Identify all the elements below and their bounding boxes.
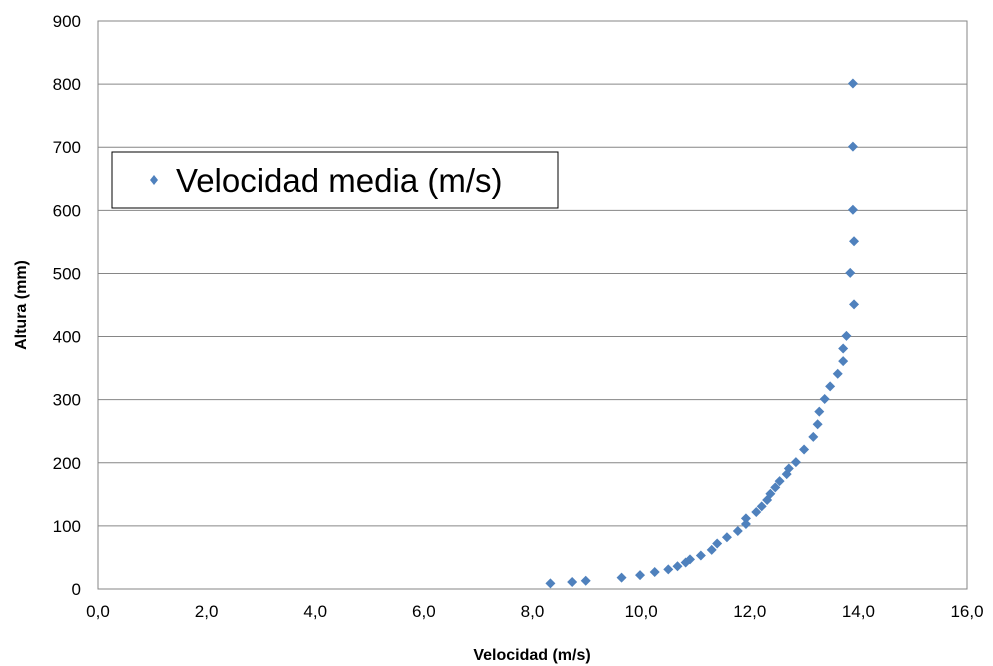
data-point	[567, 577, 578, 588]
plot-area-frame	[97, 20, 968, 590]
y-tick-label: 500	[53, 264, 81, 283]
data-point	[721, 532, 732, 543]
data-point	[616, 572, 627, 583]
data-point	[663, 564, 674, 575]
data-point	[695, 550, 706, 561]
data-point	[845, 267, 856, 278]
data-point	[819, 394, 830, 405]
grid-layer	[98, 83, 967, 527]
data-point	[841, 330, 852, 341]
x-axis-ticks: 0,0 2,0 4,0 6,0 8,0 10,0 12,0 14,0 16,0	[86, 602, 983, 621]
data-point	[838, 356, 849, 367]
y-axis-ticks: 0 100 200 300 400 500 600 700 800 900	[53, 12, 81, 599]
data-point	[799, 444, 810, 455]
x-tick-label: 2,0	[195, 602, 219, 621]
x-tick-label: 10,0	[625, 602, 658, 621]
data-point	[838, 343, 849, 354]
data-point	[732, 525, 743, 536]
x-tick-label: 6,0	[412, 602, 436, 621]
data-point	[832, 368, 843, 379]
data-point	[847, 78, 858, 89]
x-tick-label: 16,0	[950, 602, 983, 621]
legend-box	[111, 151, 559, 209]
data-point	[756, 501, 767, 512]
y-tick-label: 0	[72, 580, 81, 599]
series-points	[545, 78, 860, 589]
data-point	[812, 419, 823, 430]
x-tick-label: 14,0	[842, 602, 875, 621]
y-tick-label: 100	[53, 517, 81, 536]
y-tick-label: 200	[53, 454, 81, 473]
y-axis-title: Altura (mm)	[13, 260, 30, 350]
data-point	[712, 538, 723, 549]
data-point	[847, 141, 858, 152]
y-tick-label: 300	[53, 391, 81, 410]
data-point	[751, 507, 762, 518]
data-point	[685, 554, 696, 565]
data-point	[808, 431, 819, 442]
data-point	[825, 381, 836, 392]
legend-entry-label: Velocidad media (m/s)	[176, 162, 502, 199]
x-tick-label: 0,0	[86, 602, 110, 621]
y-tick-label: 600	[53, 201, 81, 220]
data-point	[774, 476, 785, 487]
legend-marker-icon	[150, 175, 158, 185]
x-tick-label: 12,0	[733, 602, 766, 621]
data-point	[770, 482, 781, 493]
data-point	[740, 518, 751, 529]
legend: Velocidad media (m/s)	[111, 151, 559, 209]
data-point	[635, 570, 646, 581]
data-point	[545, 578, 556, 589]
y-tick-label: 800	[53, 75, 81, 94]
data-point	[814, 406, 825, 417]
data-point	[740, 513, 751, 524]
data-point	[765, 488, 776, 499]
y-tick-label: 400	[53, 328, 81, 347]
data-point	[790, 457, 801, 468]
data-point	[849, 299, 860, 310]
data-point	[649, 566, 660, 577]
data-point	[849, 236, 860, 247]
data-point	[706, 544, 717, 555]
data-point	[847, 204, 858, 215]
data-point	[672, 561, 683, 572]
data-point	[580, 575, 591, 586]
y-tick-label: 700	[53, 138, 81, 157]
x-tick-label: 4,0	[303, 602, 327, 621]
y-tick-label: 900	[53, 12, 81, 31]
x-axis-title: Velocidad (m/s)	[473, 647, 590, 664]
data-point	[783, 463, 794, 474]
x-tick-label: 8,0	[521, 602, 545, 621]
